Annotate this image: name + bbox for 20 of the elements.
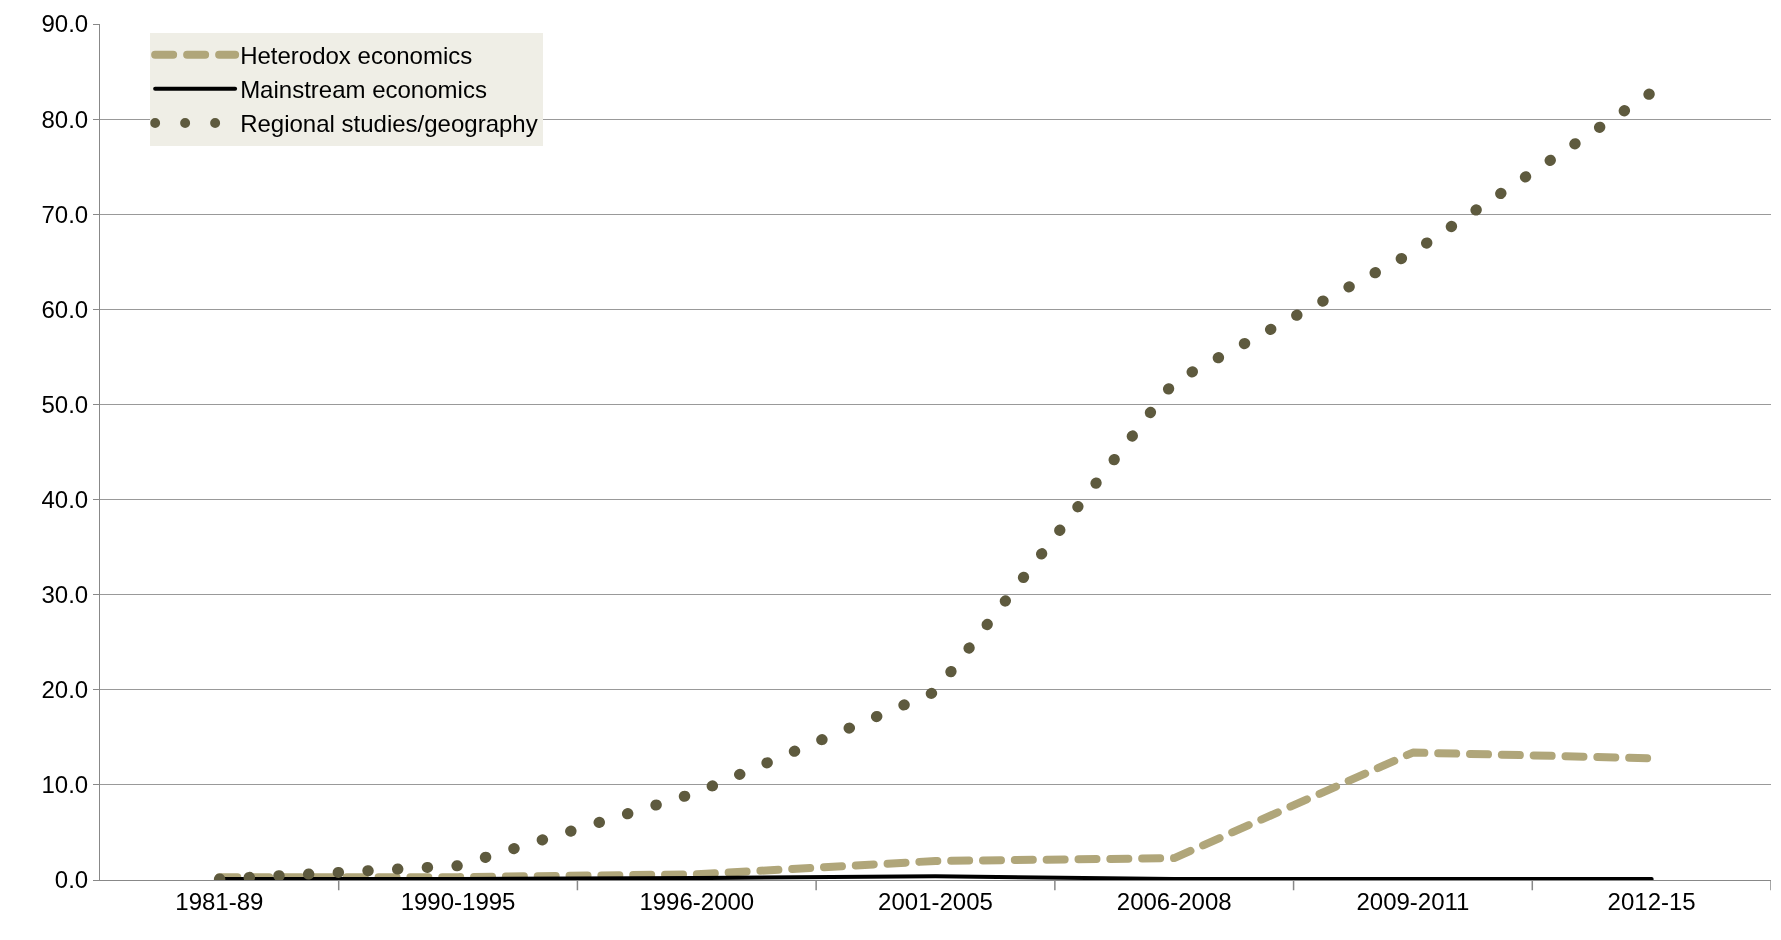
y-tick-label: 80.0: [41, 105, 89, 133]
y-tick-label: 30.0: [41, 581, 89, 609]
x-tick-label: 2006-2008: [1116, 887, 1232, 915]
y-tick-label: 50.0: [41, 390, 89, 418]
x-tick-label: 1996-2000: [639, 887, 755, 915]
y-tick-label: 10.0: [41, 771, 89, 799]
x-tick-label: 2012-15: [1607, 887, 1696, 915]
x-tick-label: 2001-2005: [878, 887, 993, 915]
y-tick-label: 40.0: [41, 485, 89, 513]
y-tick-label: 0.0: [54, 866, 89, 894]
y-tick-label: 90.0: [41, 10, 89, 38]
x-tick-label: 2009-2011: [1356, 887, 1470, 915]
x-tick-label: 1981-89: [175, 887, 264, 915]
legend-label: Regional studies/geography: [240, 110, 538, 138]
legend-label: Mainstream economics: [240, 76, 487, 104]
y-tick-label: 20.0: [41, 676, 89, 704]
legend-label: Heterodox economics: [240, 42, 473, 70]
x-tick-label: 1990-1995: [400, 887, 516, 915]
y-tick-label: 70.0: [41, 200, 89, 228]
y-tick-label: 60.0: [41, 295, 89, 323]
